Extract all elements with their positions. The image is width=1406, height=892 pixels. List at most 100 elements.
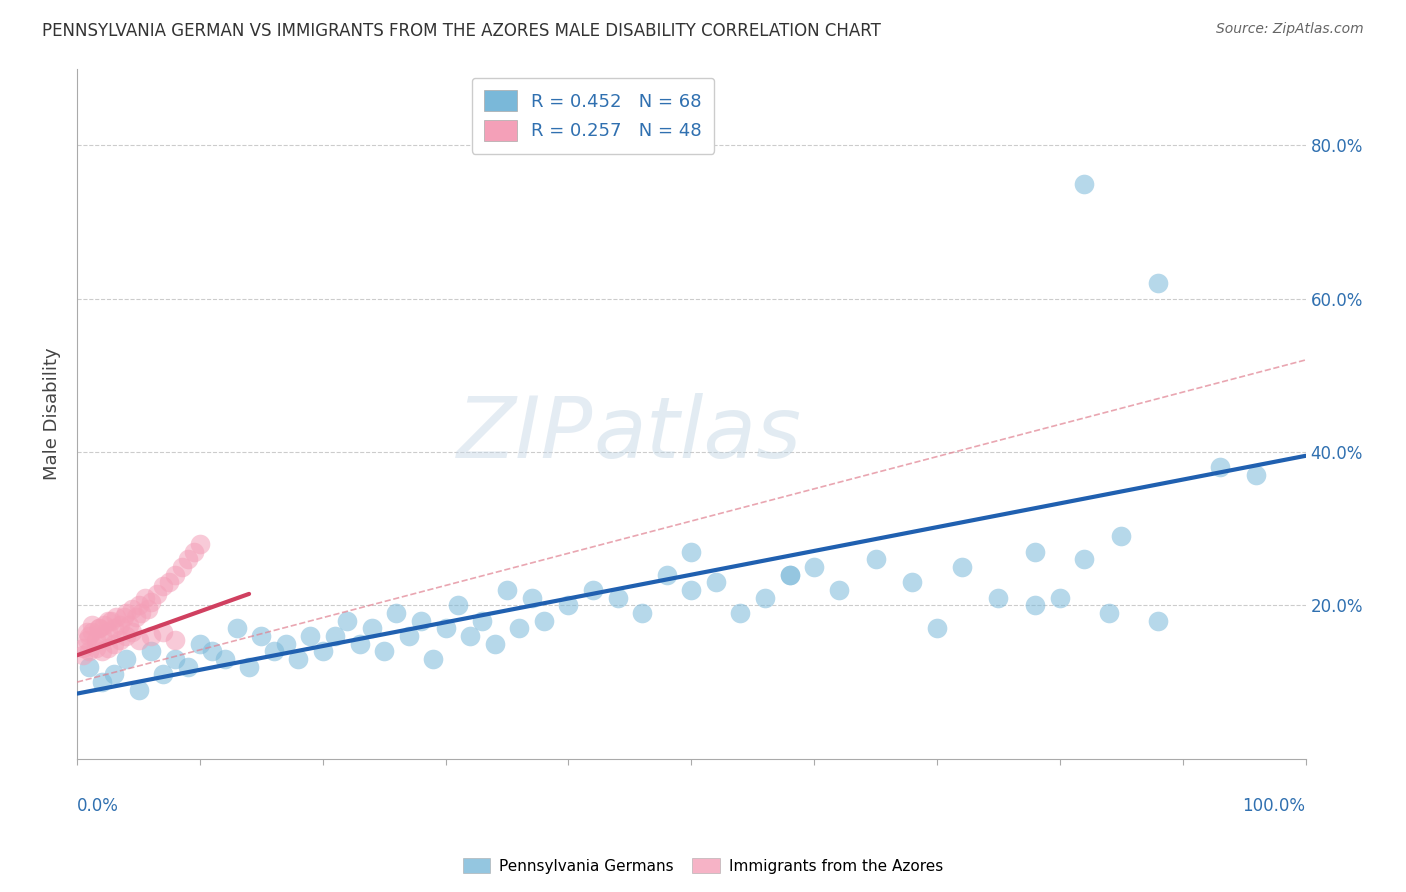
Point [165, 632, 187, 647]
Point [84, 640, 107, 655]
Point [80, 625, 103, 640]
Point [520, 591, 543, 605]
Point [263, 644, 285, 658]
Point [134, 591, 156, 605]
Point [112, 610, 135, 624]
Point [139, 594, 162, 608]
Point [373, 644, 395, 658]
Point [90, 675, 112, 690]
Point [201, 644, 224, 658]
Point [72, 648, 94, 663]
Point [1024, 599, 1046, 613]
Point [299, 629, 322, 643]
Point [100, 614, 122, 628]
Point [1049, 591, 1071, 605]
Point [925, 621, 948, 635]
Point [79, 659, 101, 673]
Point [1073, 552, 1095, 566]
Point [125, 610, 148, 624]
Text: atlas: atlas [593, 392, 801, 475]
Text: PENNSYLVANIA GERMAN VS IMMIGRANTS FROM THE AZORES MALE DISABILITY CORRELATION CH: PENNSYLVANIA GERMAN VS IMMIGRANTS FROM T… [42, 22, 882, 40]
Point [803, 560, 825, 574]
Point [458, 629, 481, 643]
Point [385, 606, 408, 620]
Point [90, 644, 112, 658]
Point [84, 632, 107, 647]
Point [361, 621, 384, 635]
Point [121, 625, 143, 640]
Point [987, 591, 1010, 605]
Point [1024, 545, 1046, 559]
Point [139, 629, 162, 643]
Point [121, 602, 143, 616]
Point [128, 599, 150, 613]
Point [704, 575, 727, 590]
Point [1208, 460, 1230, 475]
Point [176, 552, 198, 566]
Point [97, 640, 120, 655]
Point [250, 629, 273, 643]
Point [287, 652, 309, 666]
Point [138, 602, 160, 616]
Point [183, 545, 205, 559]
Point [115, 652, 138, 666]
Point [950, 560, 973, 574]
Point [471, 614, 494, 628]
Point [79, 644, 101, 658]
Point [631, 606, 654, 620]
Point [1246, 468, 1268, 483]
Point [349, 637, 371, 651]
Text: 100.0%: 100.0% [1243, 797, 1306, 814]
Point [165, 652, 187, 666]
Point [128, 682, 150, 697]
Point [115, 629, 138, 643]
Point [422, 652, 444, 666]
Point [188, 537, 211, 551]
Point [176, 659, 198, 673]
Point [152, 625, 174, 640]
Point [730, 606, 752, 620]
Point [79, 629, 101, 643]
Text: 0.0%: 0.0% [77, 797, 120, 814]
Point [103, 637, 125, 651]
Y-axis label: Male Disability: Male Disability [44, 347, 60, 480]
Point [1147, 614, 1170, 628]
Point [115, 606, 138, 620]
Point [655, 567, 678, 582]
Point [93, 617, 115, 632]
Point [681, 582, 703, 597]
Point [1098, 606, 1121, 620]
Point [129, 606, 152, 620]
Text: Source: ZipAtlas.com: Source: ZipAtlas.com [1216, 22, 1364, 37]
Point [496, 582, 519, 597]
Point [336, 614, 359, 628]
Point [76, 632, 98, 647]
Point [828, 582, 851, 597]
Point [238, 659, 260, 673]
Point [1109, 529, 1132, 543]
Point [779, 567, 801, 582]
Point [76, 625, 98, 640]
Point [409, 614, 432, 628]
Point [323, 629, 346, 643]
Point [398, 629, 420, 643]
Point [89, 621, 111, 635]
Point [97, 625, 120, 640]
Point [1073, 177, 1095, 191]
Point [508, 621, 530, 635]
Point [533, 614, 555, 628]
Text: ZIP: ZIP [457, 392, 593, 475]
Point [108, 617, 131, 632]
Point [152, 667, 174, 681]
Point [103, 667, 125, 681]
Point [434, 621, 457, 635]
Point [779, 567, 801, 582]
Point [582, 582, 605, 597]
Point [1147, 277, 1170, 291]
Point [754, 591, 776, 605]
Point [901, 575, 924, 590]
Point [214, 652, 236, 666]
Point [681, 545, 703, 559]
Point [103, 621, 125, 635]
Point [97, 614, 120, 628]
